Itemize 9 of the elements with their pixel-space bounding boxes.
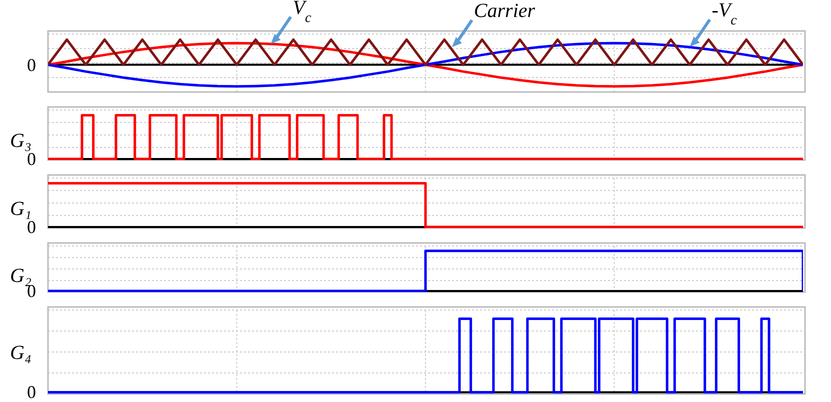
y-axis-title: G₁ bbox=[10, 198, 32, 220]
text: Carrier bbox=[474, 0, 536, 22]
y-axis-title: G₂ bbox=[10, 264, 32, 287]
text: 0 bbox=[27, 54, 36, 75]
text: -V$_{c}$ bbox=[712, 0, 738, 28]
text: V$_{c}$ bbox=[292, 0, 312, 26]
y-axis-title: G₄ bbox=[10, 342, 32, 364]
y-axis-title: G₃ bbox=[10, 130, 32, 152]
text: 0 bbox=[27, 382, 36, 402]
